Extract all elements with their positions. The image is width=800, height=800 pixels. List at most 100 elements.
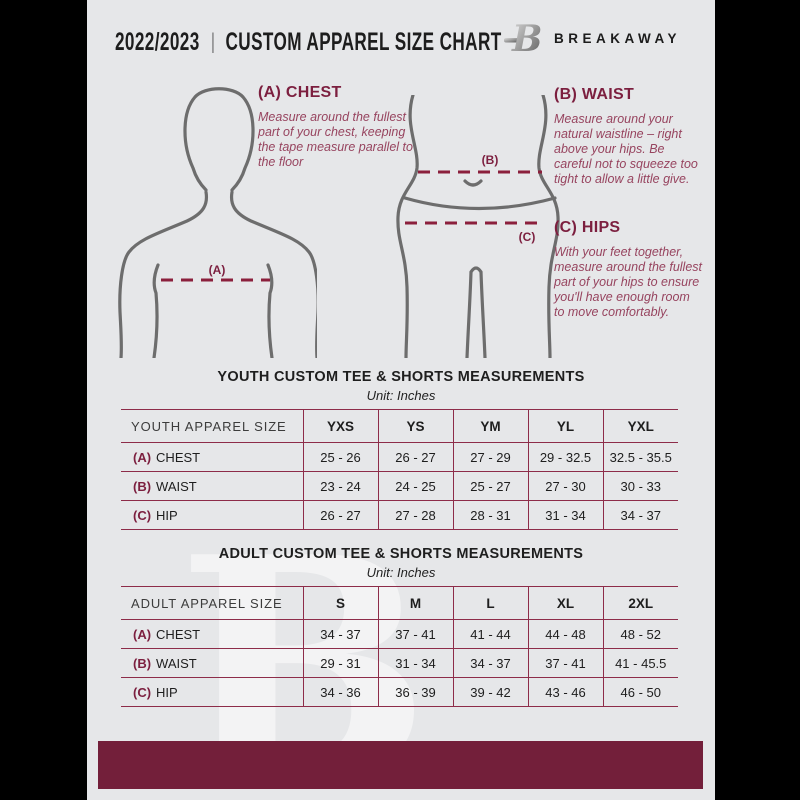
youth-col-ys: YS xyxy=(377,409,453,443)
right-shoulder-arm-outline xyxy=(229,190,317,358)
left-armpit-torso-line xyxy=(152,263,160,358)
cell-value: 41 - 44 xyxy=(452,619,528,649)
breakaway-logo-icon: B xyxy=(503,18,542,58)
hips-instructions: With your feet together, measure around … xyxy=(554,245,703,319)
row-prefix: (C) xyxy=(133,684,152,700)
adult-col-l: L xyxy=(452,586,528,620)
cell-value: 28 - 31 xyxy=(452,500,528,530)
header-divider: | xyxy=(211,29,214,54)
cell-value: 46 - 50 xyxy=(602,677,678,707)
hips-guide-section: (C) HIPS With your feet together, measur… xyxy=(554,219,702,320)
cell-value: 32.5 - 35.5 xyxy=(602,442,678,472)
chest-instructions: Measure around the fullest part of your … xyxy=(258,110,413,169)
cell-value: 34 - 37 xyxy=(302,619,378,649)
cell-value: 23 - 24 xyxy=(302,471,378,501)
right-side-outline xyxy=(537,95,560,358)
hips-marker-label: (C) xyxy=(519,230,536,244)
row-label-text: CHEST xyxy=(156,626,201,642)
adult-size-header: ADULT APPAREL SIZE xyxy=(131,595,283,611)
row-label-hip: (C) HIP xyxy=(121,501,303,530)
youth-col-yl: YL xyxy=(527,409,603,443)
adult-col-xl: XL xyxy=(527,586,603,620)
row-prefix: (A) xyxy=(133,626,152,642)
row-label-chest: (A) CHEST xyxy=(121,443,303,472)
waist-marker-label: (B) xyxy=(482,153,499,167)
cell-value: 29 - 32.5 xyxy=(527,442,603,472)
cell-value: 27 - 28 xyxy=(377,500,453,530)
row-label-waist: (B) WAIST xyxy=(121,649,303,678)
chest-guide-section: (A) CHEST Measure around the fullest par… xyxy=(258,84,416,170)
adult-header-row: ADULT APPAREL SIZE S M L XL 2XL xyxy=(121,586,678,620)
youth-col-ym: YM xyxy=(452,409,528,443)
cell-value: 25 - 27 xyxy=(452,471,528,501)
left-side-outline xyxy=(396,95,419,358)
size-chart-page: B 2022/2023 | CUSTOM APPAREL SIZE CHART … xyxy=(87,0,715,800)
hips-heading: (C) HIPS xyxy=(554,219,621,236)
cell-value: 34 - 37 xyxy=(452,648,528,678)
cell-value: 27 - 29 xyxy=(452,442,528,472)
row-prefix: (B) xyxy=(133,655,152,671)
logo-crossbar xyxy=(503,38,519,43)
adult-hip-row: (C) HIP 34 - 36 36 - 39 39 - 42 43 - 46 4… xyxy=(121,677,678,707)
logo-letter: B xyxy=(511,18,542,58)
row-label-chest: (A) CHEST xyxy=(121,620,303,649)
torso-illustration: (A) xyxy=(118,87,317,358)
youth-waist-row: (B) WAIST 23 - 24 24 - 25 25 - 27 27 - 30… xyxy=(121,471,678,501)
navel-mark xyxy=(463,179,483,187)
row-label-text: HIP xyxy=(156,507,178,523)
waistline-curve xyxy=(403,196,557,211)
head-outline xyxy=(183,87,255,192)
cell-value: 29 - 31 xyxy=(302,648,378,678)
row-label-text: WAIST xyxy=(156,655,197,671)
hips-illustration: (B) (C) xyxy=(396,95,560,358)
chest-marker-label: (A) xyxy=(209,263,226,277)
adult-table-title: ADULT CUSTOM TEE & SHORTS MEASUREMENTS xyxy=(218,546,584,562)
cell-value: 41 - 45.5 xyxy=(602,648,678,678)
page-title: CUSTOM APPAREL SIZE CHART xyxy=(225,27,502,56)
cell-value: 43 - 46 xyxy=(527,677,603,707)
cell-value: 26 - 27 xyxy=(377,442,453,472)
page-header: 2022/2023 | CUSTOM APPAREL SIZE CHART xyxy=(115,24,611,60)
cell-value: 39 - 42 xyxy=(452,677,528,707)
youth-header-row: YOUTH APPAREL SIZE YXS YS YM YL YXL xyxy=(121,409,678,443)
cell-value: 34 - 36 xyxy=(302,677,378,707)
youth-size-header: YOUTH APPAREL SIZE xyxy=(131,418,287,434)
youth-size-table: YOUTH APPAREL SIZE YXS YS YM YL YXL (A) C… xyxy=(121,409,678,530)
adult-chest-row: (A) CHEST 34 - 37 37 - 41 41 - 44 44 - 48… xyxy=(121,619,678,649)
cell-value: 36 - 39 xyxy=(377,677,453,707)
waist-guide-section: (B) WAIST Measure around your natural wa… xyxy=(554,86,702,187)
cell-value: 27 - 30 xyxy=(527,471,603,501)
header-title-group: 2022/2023 | CUSTOM APPAREL SIZE CHART xyxy=(115,27,502,56)
left-shoulder-arm-outline xyxy=(118,190,209,358)
cell-value: 37 - 41 xyxy=(377,619,453,649)
cell-value: 44 - 48 xyxy=(527,619,603,649)
adult-col-s: S xyxy=(302,586,378,620)
cell-value: 30 - 33 xyxy=(602,471,678,501)
row-label-text: CHEST xyxy=(156,449,201,465)
cell-value: 24 - 25 xyxy=(377,471,453,501)
inner-leg-lines xyxy=(465,266,487,358)
row-label-hip: (C) HIP xyxy=(121,678,303,707)
cell-value: 31 - 34 xyxy=(377,648,453,678)
youth-col-yxl: YXL xyxy=(602,409,678,443)
youth-table-title: YOUTH CUSTOM TEE & SHORTS MEASUREMENTS xyxy=(217,369,585,385)
brand-name: BREAKAWAY xyxy=(553,30,681,46)
cell-value: 31 - 34 xyxy=(527,500,603,530)
row-prefix: (C) xyxy=(133,507,152,523)
adult-table-unit: Unit: Inches xyxy=(366,565,436,580)
row-label-text: WAIST xyxy=(156,478,197,494)
waist-heading: (B) WAIST xyxy=(554,86,635,103)
adult-col-m: M xyxy=(377,586,453,620)
cell-value: 25 - 26 xyxy=(302,442,378,472)
youth-table-unit: Unit: Inches xyxy=(366,388,436,403)
row-prefix: (B) xyxy=(133,478,152,494)
row-label-text: HIP xyxy=(156,684,178,700)
cell-value: 26 - 27 xyxy=(302,500,378,530)
season-label: 2022/2023 xyxy=(115,27,200,56)
footer-bar xyxy=(98,741,703,789)
youth-chest-row: (A) CHEST 25 - 26 26 - 27 27 - 29 29 - 32… xyxy=(121,442,678,472)
row-label-waist: (B) WAIST xyxy=(121,472,303,501)
brand-block: B BREAKAWAY xyxy=(503,18,681,58)
adult-waist-row: (B) WAIST 29 - 31 31 - 34 34 - 37 37 - 41… xyxy=(121,648,678,678)
youth-hip-row: (C) HIP 26 - 27 27 - 28 28 - 31 31 - 34 3… xyxy=(121,500,678,530)
